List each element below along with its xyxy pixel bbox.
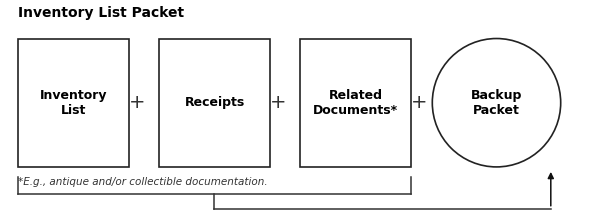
Text: Inventory
List: Inventory List	[40, 89, 107, 117]
Text: Related
Documents*: Related Documents*	[313, 89, 398, 117]
Text: +: +	[410, 93, 427, 112]
Text: *E.g., antique and/or collectible documentation.: *E.g., antique and/or collectible docume…	[18, 177, 268, 187]
Text: +: +	[269, 93, 286, 112]
Bar	[300, 39, 411, 167]
Text: Receipts: Receipts	[184, 96, 245, 109]
Bar	[18, 39, 129, 167]
Ellipse shape	[432, 39, 561, 167]
Text: +: +	[128, 93, 145, 112]
Text: Inventory List Packet: Inventory List Packet	[18, 6, 184, 20]
Bar	[159, 39, 270, 167]
Text: Backup
Packet: Backup Packet	[471, 89, 522, 117]
